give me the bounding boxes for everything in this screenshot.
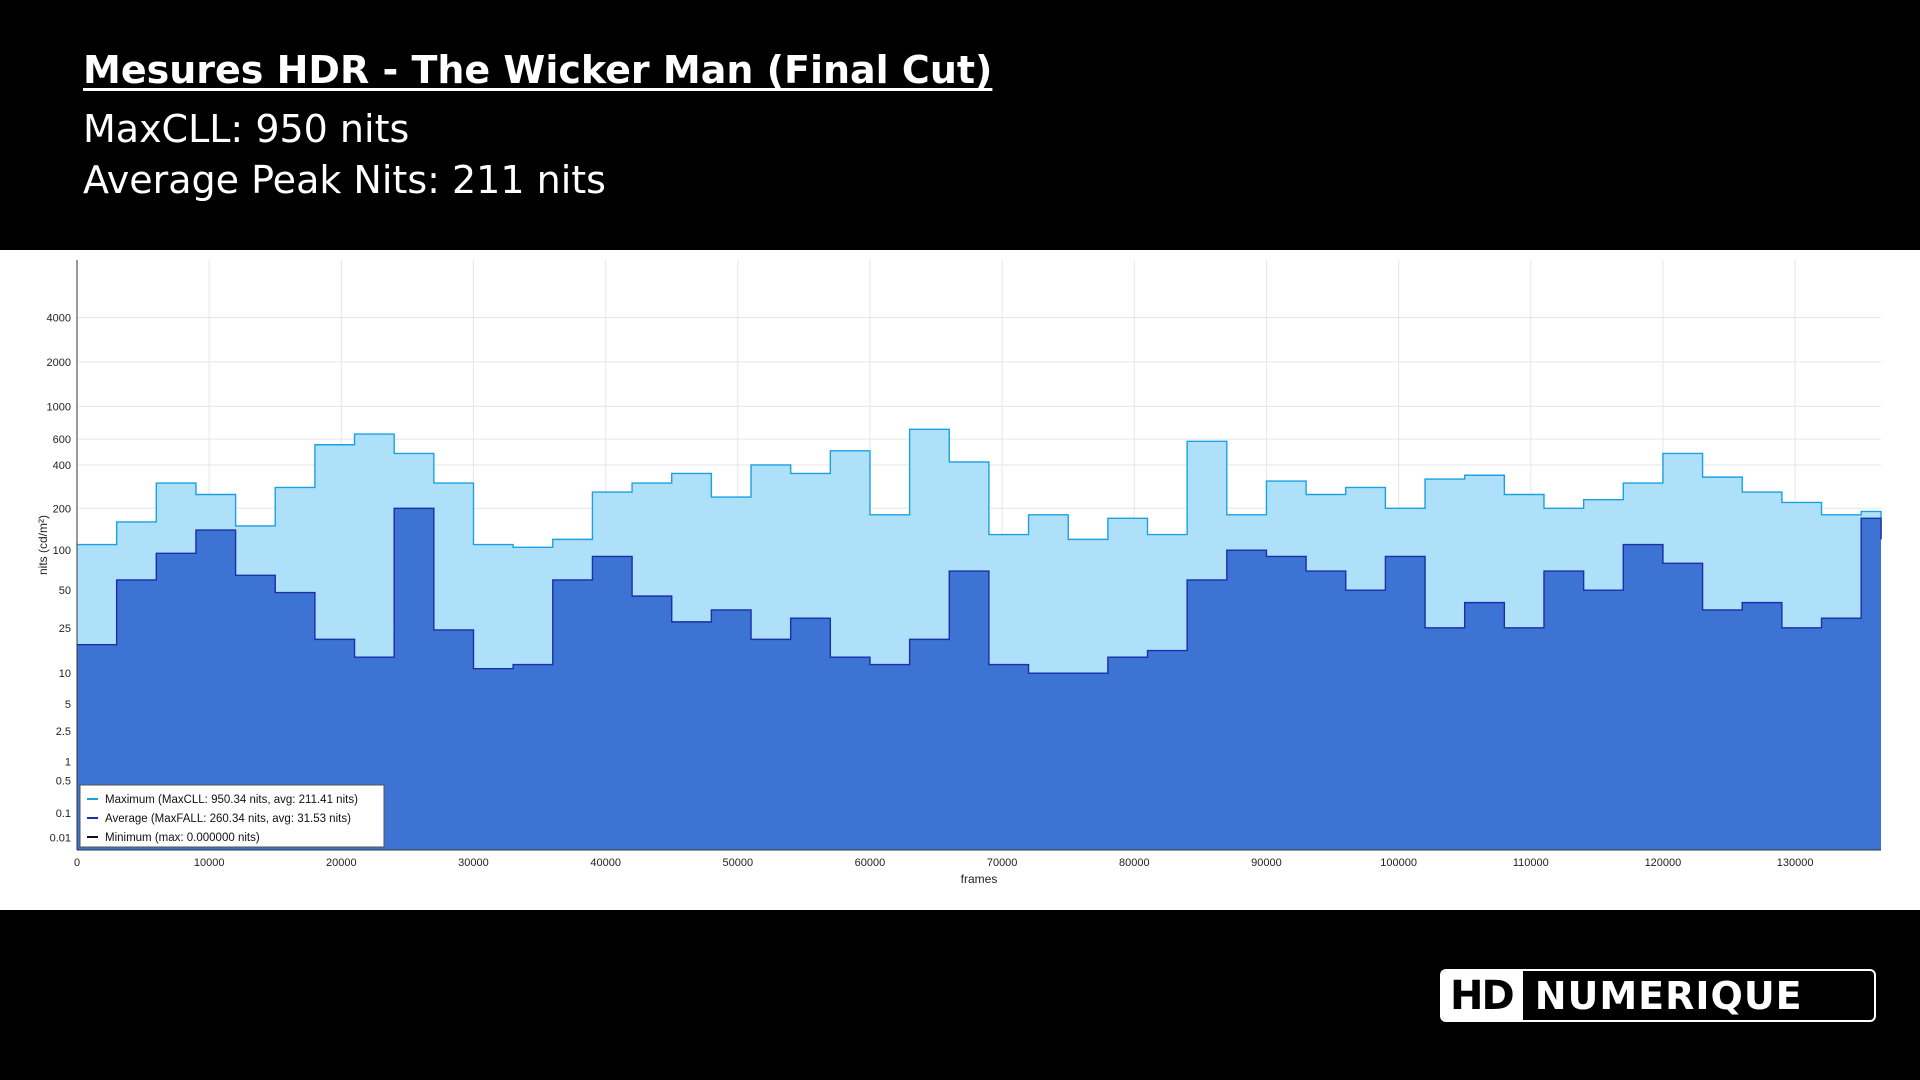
y-tick-label: 5 — [65, 699, 71, 711]
x-axis-label: frames — [961, 872, 998, 886]
y-tick-label: 10 — [59, 668, 71, 680]
chart-panel: 0.01 0.1 0.5 1 2.5 5 10 25 50 100 200 400 600 1000 200… — [0, 250, 1920, 910]
y-tick-label: 2000 — [47, 357, 71, 369]
y-tick-label: 100 — [53, 545, 71, 557]
average-peak-stat: Average Peak Nits: 211 nits — [83, 157, 606, 202]
y-tick-label: 50 — [59, 585, 71, 597]
x-tick-label: 0 — [74, 857, 80, 869]
y-tick-label: 600 — [53, 434, 71, 446]
y-axis-label: nits (cd/m²) — [36, 515, 50, 575]
hd-numerique-logo: HD NUMERIQUE — [1440, 969, 1876, 1022]
y-tick-label: 1000 — [47, 401, 71, 413]
x-tick-label: 80000 — [1119, 857, 1150, 869]
x-tick-label: 40000 — [590, 857, 621, 869]
x-tick-label: 50000 — [723, 857, 754, 869]
logo-hd: HD — [1442, 971, 1523, 1020]
legend-entry: Maximum (MaxCLL: 950.34 nits, avg: 211.4… — [105, 794, 358, 806]
legend-entry: Average (MaxFALL: 260.34 nits, avg: 31.5… — [105, 813, 351, 825]
maximum-line — [77, 428, 1882, 549]
average-line — [77, 507, 1882, 674]
y-tick-label: 4000 — [47, 312, 71, 324]
x-tick-label: 130000 — [1777, 857, 1814, 869]
header: Mesures HDR - The Wicker Man (Final Cut)… — [83, 48, 992, 206]
y-tick-label: 0.5 — [56, 776, 71, 788]
y-tick-label: 2.5 — [56, 726, 71, 738]
maxcll-stat: MaxCLL: 950 nits — [83, 106, 410, 151]
x-tick-label: 110000 — [1513, 857, 1549, 869]
logo-word: NUMERIQUE — [1534, 973, 1803, 1018]
page-title: Mesures HDR - The Wicker Man (Final Cut) — [83, 48, 993, 92]
y-tick-label: 400 — [53, 460, 71, 472]
x-tick-label: 20000 — [326, 857, 357, 869]
y-tick-label: 25 — [59, 623, 71, 635]
hdr-chart: 0.01 0.1 0.5 1 2.5 5 10 25 50 100 200 400 600 1000 200… — [36, 260, 1882, 886]
y-tick-label: 1 — [65, 757, 71, 769]
average-area — [77, 508, 1881, 850]
y-tick-label: 200 — [53, 503, 71, 515]
y-tick-label: 0.1 — [56, 808, 71, 820]
x-tick-label: 30000 — [458, 857, 489, 869]
x-tick-label: 120000 — [1645, 857, 1682, 869]
legend-entry: Minimum (max: 0.000000 nits) — [105, 832, 260, 844]
x-tick-label: 90000 — [1251, 857, 1282, 869]
legend-box — [79, 784, 385, 848]
x-tick-label: 60000 — [855, 857, 886, 869]
x-tick-label: 100000 — [1380, 857, 1417, 869]
x-tick-label: 10000 — [194, 857, 225, 869]
x-tick-label: 70000 — [987, 857, 1018, 869]
y-tick-label: 0.01 — [50, 832, 71, 844]
